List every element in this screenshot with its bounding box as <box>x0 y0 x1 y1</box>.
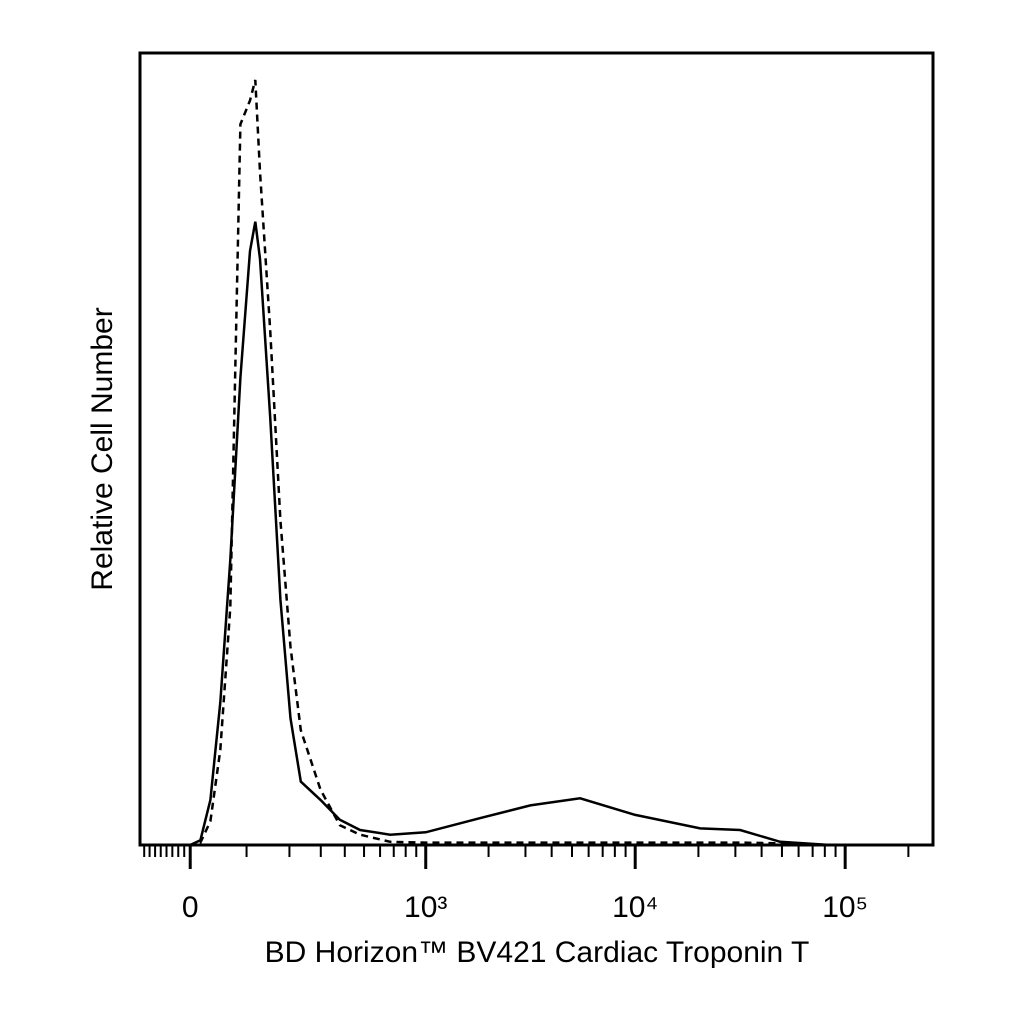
histogram-line <box>140 221 933 847</box>
x-tick-label: 0 <box>182 891 199 924</box>
histogram-line <box>140 79 933 847</box>
x-tick-label: 10³ <box>404 891 447 924</box>
plot-frame <box>138 51 935 847</box>
y-axis-label: Relative Cell Number <box>86 307 119 590</box>
x-tick-label: 10⁵ <box>822 891 868 924</box>
x-tick-label: 10⁴ <box>612 891 658 924</box>
x-axis-label: BD Horizon™ BV421 Cardiac Troponin T <box>265 936 810 969</box>
